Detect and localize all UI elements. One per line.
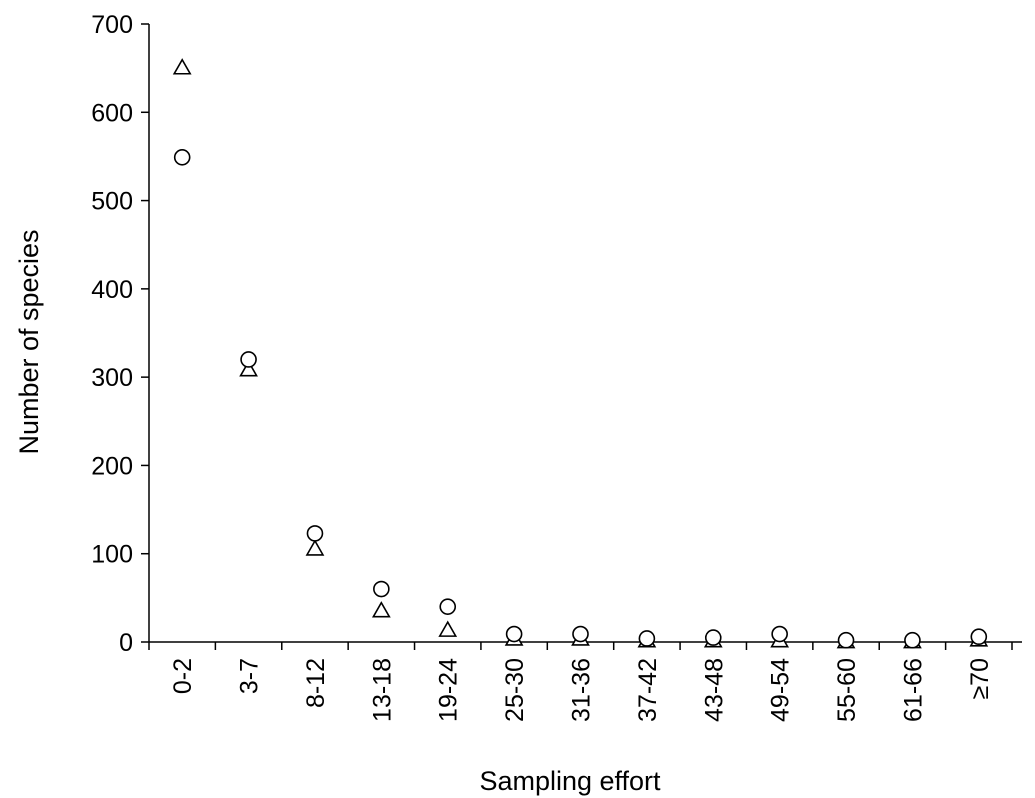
triangle-point <box>438 620 458 637</box>
circle-point <box>704 629 722 646</box>
y-tick-label: 200 <box>91 452 133 480</box>
x-tick-label: 55-60 <box>833 658 861 722</box>
circle-point <box>837 631 855 649</box>
x-tick-label: 37-42 <box>634 658 662 722</box>
circle-point <box>572 625 589 643</box>
y-tick-label: 400 <box>91 276 133 304</box>
circle-point <box>970 628 988 646</box>
axes <box>148 24 1022 643</box>
x-tick-label: 25-30 <box>501 658 529 722</box>
triangle-point <box>305 539 325 556</box>
x-tick-label: 31-36 <box>568 658 596 722</box>
x-tick-label: 0-2 <box>169 658 197 694</box>
y-tick-label: 0 <box>119 629 133 657</box>
x-axis-ticks: 0-2 3-7 8-12 13-18 19-24 25-30 31-36 37-42 43-48… <box>148 642 1013 722</box>
x-tick-label: 43-48 <box>700 658 728 722</box>
x-tick-label: 3-7 <box>236 658 264 694</box>
y-tick-label: 700 <box>91 11 133 39</box>
triangle-point <box>239 360 258 377</box>
x-tick-label: 19-24 <box>435 658 463 722</box>
triangle-point <box>371 601 391 618</box>
circle-point <box>638 630 656 647</box>
x-tick-label: ≥70 <box>966 658 994 700</box>
x-axis-label: Sampling effort <box>479 766 661 796</box>
x-tick-label: 49-54 <box>767 658 795 722</box>
triangle-point <box>172 58 192 75</box>
y-tick-label: 300 <box>91 364 133 392</box>
circle-point <box>439 598 457 615</box>
circle-point <box>306 525 324 542</box>
circle-point <box>771 625 788 643</box>
circle-point <box>240 351 257 368</box>
data-points <box>172 58 989 649</box>
y-tick-label: 600 <box>91 99 133 127</box>
x-tick-label: 13-18 <box>368 658 396 722</box>
x-tick-label: 8-12 <box>302 658 330 708</box>
x-tick-label: 61-66 <box>899 658 927 722</box>
y-axis-label: Number of species <box>14 229 44 454</box>
y-tick-label: 100 <box>91 541 133 569</box>
circle-point <box>904 631 921 649</box>
y-tick-label: 500 <box>91 188 133 216</box>
y-axis-ticks: 0 100 200 300 400 500 600 700 <box>91 11 149 657</box>
circle-point <box>373 580 390 598</box>
circle-point <box>173 149 191 166</box>
circle-point <box>505 625 523 643</box>
